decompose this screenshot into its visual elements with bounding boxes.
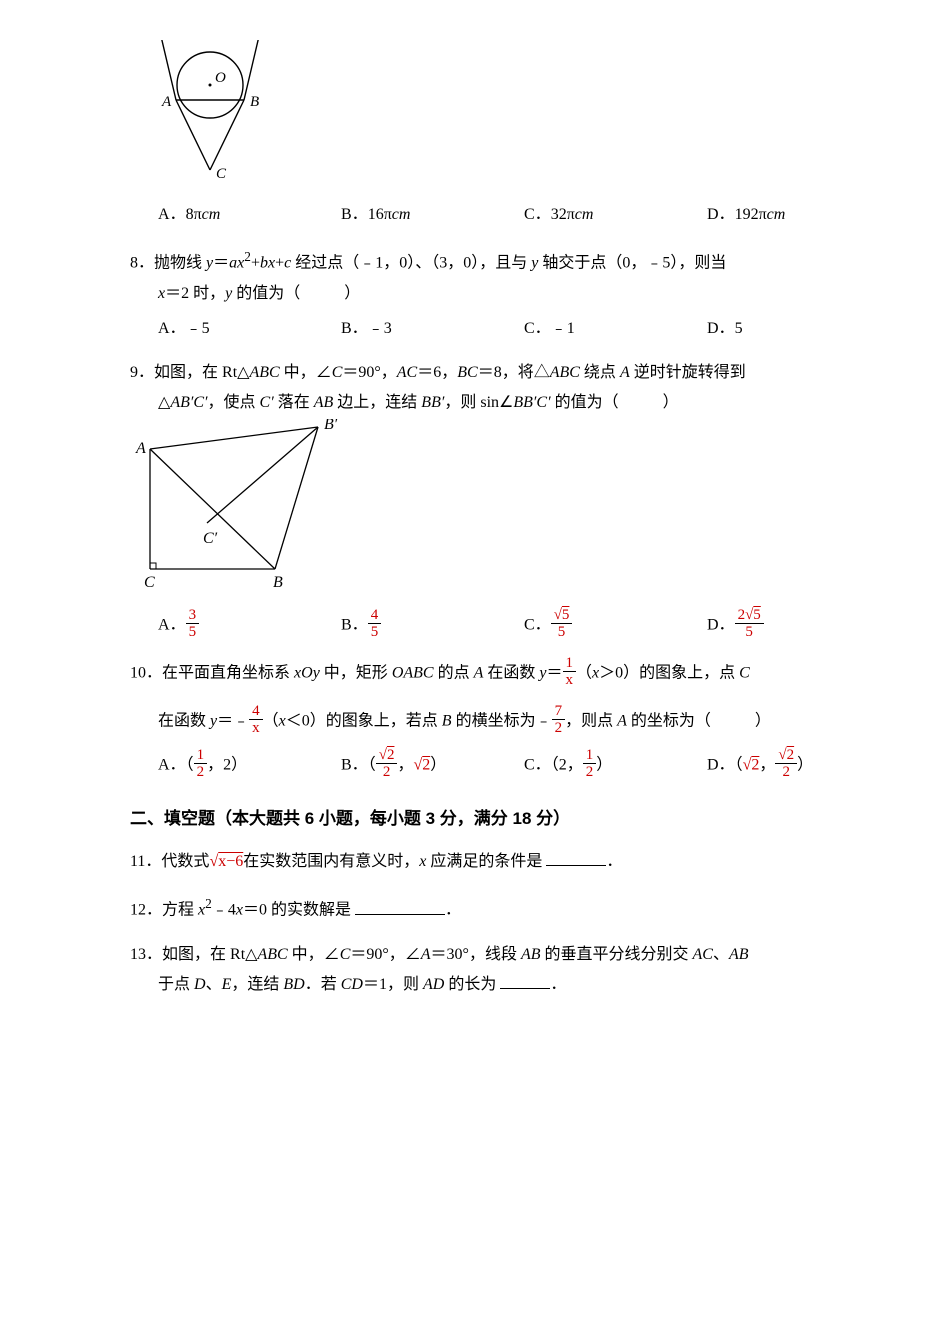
q9-option-b: B．45 — [341, 609, 524, 643]
svg-text:B: B — [250, 94, 259, 110]
q9-option-c: C．√55 — [524, 609, 707, 643]
svg-text:C′: C′ — [203, 530, 218, 547]
svg-text:C: C — [216, 166, 227, 182]
svg-text:A: A — [135, 440, 146, 457]
question-7-options: A．8πcm B．16πcm C．32πcm D．192πcm — [130, 200, 890, 230]
q8-option-b: B．﹣3 — [341, 314, 524, 344]
question-8: 8．抛物线 y＝ax2+bx+c 经过点（﹣1，0）、（3，0），且与 y 轴交… — [130, 244, 890, 344]
q10-option-b: B．（√22，√2） — [341, 749, 524, 783]
q8-option-c: C．﹣1 — [524, 314, 707, 344]
question-9: 9．如图，在 Rt△ABC 中，∠C＝90°，AC＝6，BC＝8，将△ABC 绕… — [130, 358, 890, 643]
q7-svg: A B C O — [150, 40, 290, 190]
q10-option-d: D．（√2，√22） — [707, 749, 890, 783]
q12-blank — [355, 898, 445, 915]
q8-option-d: D．5 — [707, 314, 890, 344]
q10-option-c: C．（2，12） — [524, 749, 707, 783]
svg-text:C: C — [144, 574, 155, 591]
q10-option-a: A．（12，2） — [158, 749, 341, 783]
question-12: 12．方程 x2﹣4x＝0 的实数解是 ． — [130, 891, 890, 926]
q13-blank — [500, 972, 550, 989]
q7-option-d: D．192πcm — [707, 200, 890, 230]
svg-text:A: A — [161, 94, 172, 110]
svg-text:O: O — [215, 70, 226, 86]
q7-option-c: C．32πcm — [524, 200, 707, 230]
q11-blank — [546, 849, 606, 866]
svg-text:B′: B′ — [324, 419, 338, 433]
q7-option-a: A．8πcm — [158, 200, 341, 230]
q9-figure: A C B C′ B′ — [130, 419, 890, 599]
question-13: 13．如图，在 Rt△ABC 中，∠C＝90°，∠A＝30°，线段 AB 的垂直… — [130, 940, 890, 1001]
question-11: 11．代数式√x−6在实数范围内有意义时，x 应满足的条件是 ． — [130, 847, 890, 877]
q8-option-a: A．﹣5 — [158, 314, 341, 344]
question-10: 10．在平面直角坐标系 xOy 中，矩形 OABC 的点 A 在函数 y＝1x（… — [130, 657, 890, 783]
q7-option-b: B．16πcm — [341, 200, 524, 230]
q9-option-a: A．35 — [158, 609, 341, 643]
q9-option-d: D．2√55 — [707, 609, 890, 643]
q7-figure: A B C O — [150, 40, 890, 190]
q9-svg: A C B C′ B′ — [130, 419, 340, 599]
section-2-title: 二、填空题（本大题共 6 小题，每小题 3 分，满分 18 分） — [130, 803, 890, 835]
svg-text:B: B — [273, 574, 283, 591]
